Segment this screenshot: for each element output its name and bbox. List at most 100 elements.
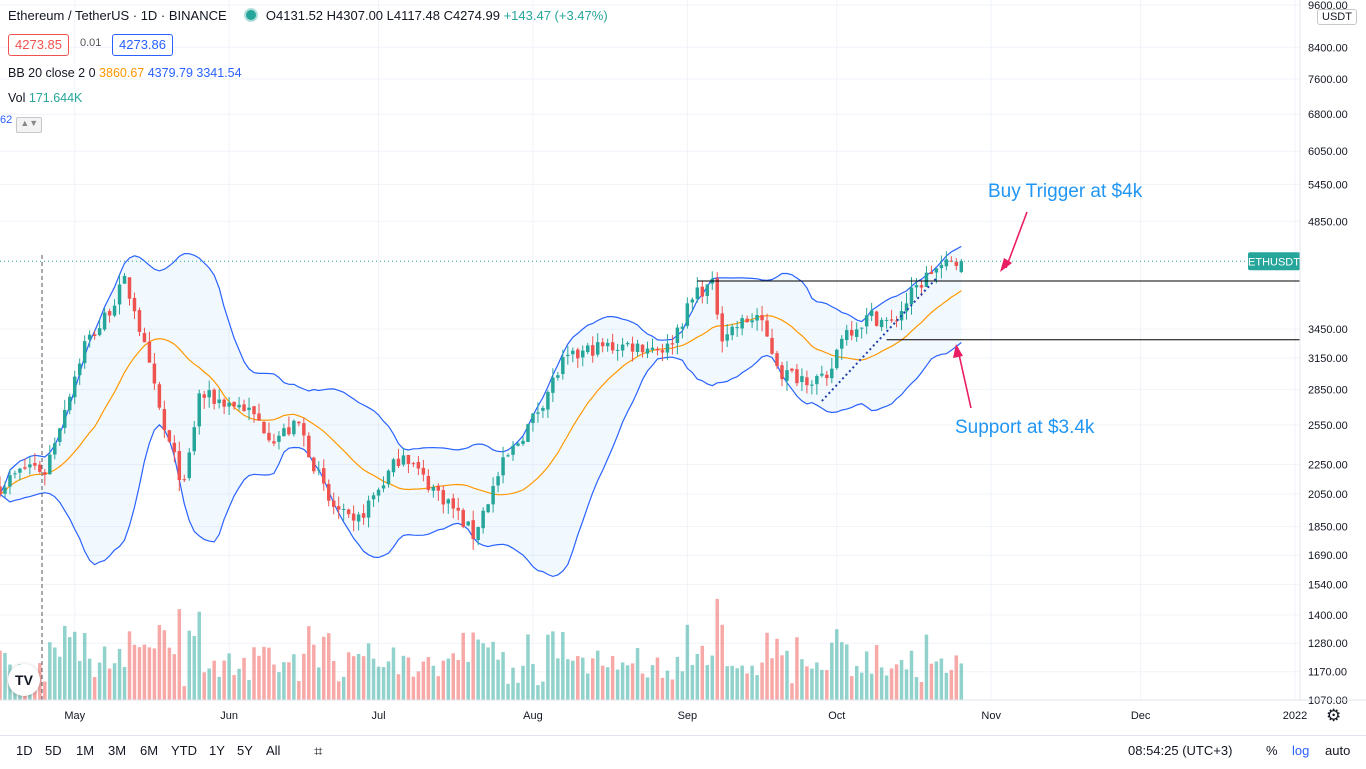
candle-body bbox=[67, 396, 72, 411]
candle-body bbox=[790, 368, 794, 371]
candle-body bbox=[810, 384, 814, 386]
volume-bar bbox=[595, 650, 600, 700]
candle-body bbox=[122, 275, 127, 284]
candle-body bbox=[541, 408, 545, 411]
candle-body bbox=[845, 330, 849, 341]
volume-bar bbox=[197, 611, 201, 700]
high-value: H4307.00 bbox=[326, 8, 384, 23]
volume-bar bbox=[376, 666, 381, 700]
volume-bar bbox=[770, 658, 774, 700]
price-tick-label: 7600.00 bbox=[1308, 74, 1348, 86]
candle-body bbox=[396, 458, 401, 467]
candle-body bbox=[132, 297, 137, 312]
range-1m[interactable]: 1M bbox=[76, 743, 95, 758]
time-tick-label: Jun bbox=[220, 710, 238, 722]
currency-badge[interactable]: USDT bbox=[1317, 9, 1357, 25]
candle-body bbox=[501, 457, 505, 476]
candle-body bbox=[48, 454, 52, 475]
percent-toggle[interactable]: % bbox=[1266, 743, 1278, 758]
arrowhead-support bbox=[953, 344, 963, 358]
collapsed-indicator-value: 62 bbox=[0, 114, 13, 126]
candle-body bbox=[566, 354, 570, 357]
settings-gear-icon[interactable]: ⚙ bbox=[1326, 706, 1342, 725]
range-5y[interactable]: 5Y bbox=[237, 743, 253, 758]
candle-body bbox=[536, 412, 540, 414]
volume-bar bbox=[835, 629, 839, 700]
candle-body bbox=[516, 443, 520, 446]
volume-bar bbox=[431, 665, 436, 700]
candle-body bbox=[53, 443, 57, 455]
range-all[interactable]: All bbox=[266, 743, 281, 758]
price-chart[interactable]: 4016.433336.07ETHUSDT4274.9918:05:34Buy … bbox=[0, 0, 1366, 735]
candle-body bbox=[730, 326, 734, 336]
bollinger-legend[interactable]: BB 20 close 2 0 3860.67 4379.79 3341.54 bbox=[8, 66, 242, 80]
volume-bar bbox=[192, 636, 196, 700]
volume-bar bbox=[536, 685, 540, 700]
volume-bar bbox=[386, 661, 391, 700]
buy-price-button[interactable]: 4273.86 bbox=[112, 34, 173, 56]
candle-body bbox=[491, 486, 495, 505]
range-ytd[interactable]: YTD bbox=[171, 743, 197, 758]
range-1y[interactable]: 1Y bbox=[209, 743, 225, 758]
volume-bar bbox=[815, 662, 819, 700]
collapsed-indicator[interactable]: 62 ▲▼ bbox=[0, 114, 43, 133]
volume-legend[interactable]: Vol 171.644K bbox=[8, 91, 82, 105]
candle-body bbox=[187, 452, 192, 479]
price-tick-label: 1690.00 bbox=[1308, 550, 1348, 562]
candle-body bbox=[869, 310, 874, 316]
volume-bar bbox=[725, 666, 729, 700]
collapse-toggle-icon[interactable]: ▲▼ bbox=[16, 117, 43, 133]
volume-bar bbox=[147, 647, 152, 700]
volume-bar bbox=[411, 676, 416, 700]
candle-body bbox=[3, 487, 7, 494]
volume-bar bbox=[625, 665, 630, 700]
bb-upper-value: 4379.79 bbox=[147, 66, 193, 80]
candle-body bbox=[257, 413, 261, 421]
price-tick-label: 8400.00 bbox=[1308, 42, 1348, 54]
volume-bar bbox=[461, 632, 465, 700]
auto-toggle[interactable]: auto bbox=[1325, 743, 1351, 758]
candle-body bbox=[849, 329, 854, 336]
volume-bar bbox=[127, 631, 132, 700]
volume-bar bbox=[102, 646, 107, 700]
tradingview-logo-icon[interactable]: TV bbox=[8, 664, 40, 696]
candle-body bbox=[556, 375, 560, 378]
price-axis: 9600.008400.007600.006800.006050.005450.… bbox=[1299, 0, 1366, 735]
candle-body bbox=[262, 421, 266, 434]
candle-body bbox=[336, 506, 341, 510]
candle-body bbox=[770, 337, 774, 354]
volume-bar bbox=[222, 660, 226, 700]
candle-body bbox=[914, 285, 919, 288]
price-tick-label: 4850.00 bbox=[1308, 216, 1348, 228]
goto-date-icon[interactable]: ⌗ bbox=[314, 743, 323, 760]
candle-body bbox=[386, 470, 391, 485]
log-toggle[interactable]: log bbox=[1292, 743, 1310, 758]
candle-body bbox=[650, 347, 655, 350]
volume-bar bbox=[436, 676, 441, 700]
candle-body bbox=[117, 284, 122, 305]
candle-body bbox=[700, 286, 705, 297]
range-1d[interactable]: 1D bbox=[16, 743, 33, 758]
candle-body bbox=[825, 374, 829, 379]
candle-body bbox=[571, 350, 575, 355]
candle-body bbox=[461, 509, 465, 527]
sell-price-button[interactable]: 4273.85 bbox=[8, 34, 69, 56]
range-3m[interactable]: 3M bbox=[108, 743, 127, 758]
candle-body bbox=[949, 260, 954, 262]
volume-bar bbox=[511, 667, 515, 700]
clock-display[interactable]: 08:54:25 (UTC+3) bbox=[1128, 743, 1233, 758]
candle-body bbox=[620, 344, 625, 351]
range-6m[interactable]: 6M bbox=[140, 743, 159, 758]
candle-body bbox=[735, 327, 739, 329]
candle-body bbox=[147, 341, 152, 363]
candle-body bbox=[287, 427, 291, 435]
candle-body bbox=[680, 326, 685, 329]
candle-body bbox=[38, 464, 42, 472]
volume-bar bbox=[426, 657, 431, 700]
candle-body bbox=[725, 334, 729, 341]
symbol-tag: ETHUSDT bbox=[1248, 256, 1300, 268]
candlesticks bbox=[0, 251, 964, 550]
range-5d[interactable]: 5D bbox=[45, 743, 62, 758]
candle-body bbox=[864, 315, 869, 327]
price-tick-label: 2850.00 bbox=[1308, 385, 1348, 397]
